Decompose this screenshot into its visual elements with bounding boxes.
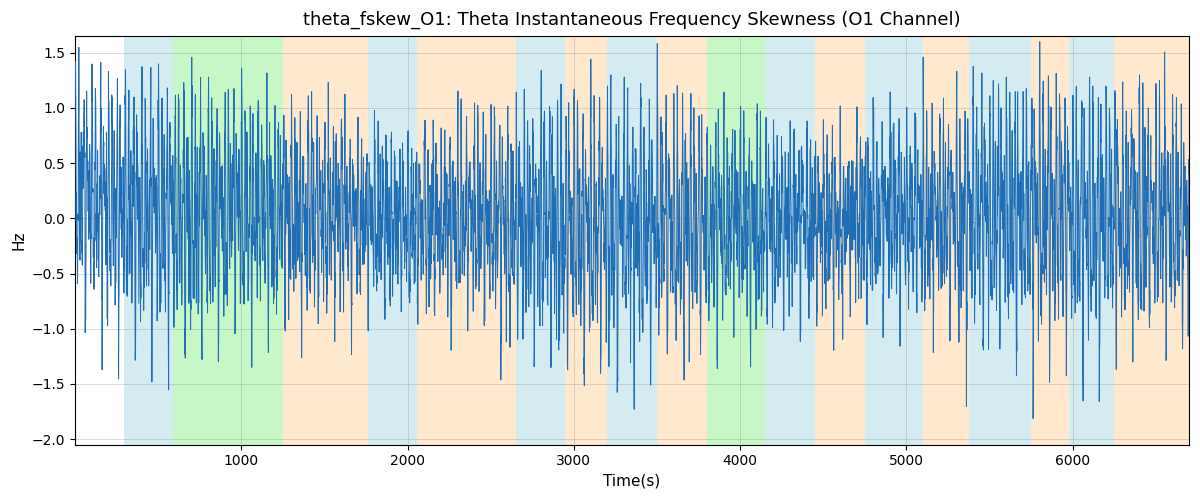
Bar xyxy=(173,36,283,445)
Bar xyxy=(124,36,173,445)
Bar xyxy=(367,36,418,445)
Bar xyxy=(656,36,707,445)
Bar xyxy=(1031,36,1069,445)
Bar xyxy=(607,36,656,445)
Bar xyxy=(565,36,607,445)
Bar xyxy=(283,36,367,445)
Bar xyxy=(923,36,970,445)
Bar xyxy=(707,36,764,445)
Bar xyxy=(516,36,565,445)
Bar xyxy=(418,36,516,445)
X-axis label: Time(s): Time(s) xyxy=(604,474,660,489)
Bar xyxy=(865,36,923,445)
Title: theta_fskew_O1: Theta Instantaneous Frequency Skewness (O1 Channel): theta_fskew_O1: Theta Instantaneous Freq… xyxy=(304,11,961,30)
Bar xyxy=(970,36,1031,445)
Bar xyxy=(1114,36,1189,445)
Bar xyxy=(815,36,865,445)
Y-axis label: Hz: Hz xyxy=(11,230,26,250)
Bar xyxy=(1069,36,1114,445)
Bar xyxy=(764,36,815,445)
